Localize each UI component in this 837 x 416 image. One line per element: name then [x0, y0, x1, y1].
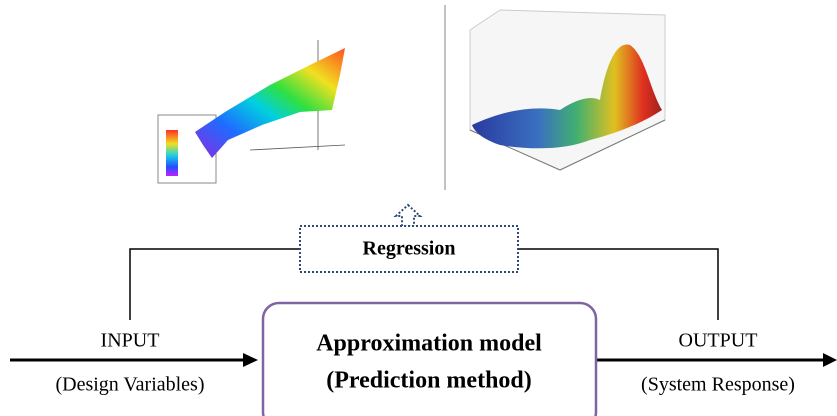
connector	[129, 248, 300, 320]
arrow-head	[823, 353, 837, 367]
surface	[472, 44, 662, 149]
output-sub: (System Response)	[641, 374, 795, 396]
dotted-arrow	[393, 203, 423, 227]
legend-bar	[166, 130, 178, 176]
output-label: OUTPUT	[679, 330, 758, 352]
model-line1: Approximation model	[316, 331, 542, 357]
arrow-head	[243, 353, 258, 367]
axis	[559, 119, 666, 171]
left-plot	[157, 40, 346, 184]
right-plot	[469, 9, 666, 171]
input-label: INPUT	[101, 330, 160, 352]
model-box	[261, 301, 598, 416]
surface	[195, 48, 345, 158]
regression-box	[299, 225, 519, 273]
regression-label: Regression	[363, 238, 456, 260]
input-sub: (Design Variables)	[55, 374, 204, 396]
axis	[249, 144, 346, 151]
connector	[518, 248, 719, 320]
model-line2: (Prediction method)	[326, 368, 532, 394]
